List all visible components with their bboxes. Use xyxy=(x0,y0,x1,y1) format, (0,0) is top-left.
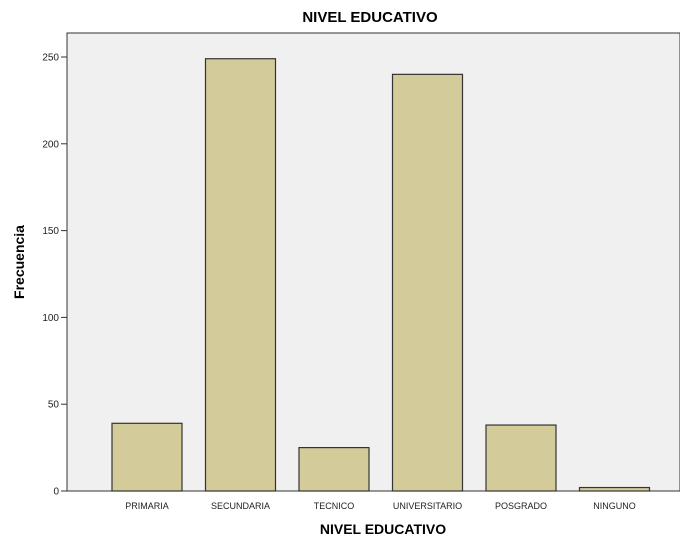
bars xyxy=(111,58,651,492)
x-tick-label: UNIVERSITARIO xyxy=(393,501,462,511)
bar-ninguno xyxy=(578,486,651,492)
y-tick-label: 100 xyxy=(42,313,59,324)
x-tick-label: TECNICO xyxy=(314,501,355,511)
bar-tecnico xyxy=(298,447,370,492)
bar-secundaria xyxy=(204,58,277,492)
y-tick-label: 250 xyxy=(42,53,59,64)
x-tick-label: POSGRADO xyxy=(495,501,547,511)
y-tick-label: 0 xyxy=(53,487,59,498)
y-axis: 0 50 100 150 200 250 xyxy=(42,53,67,498)
chart-title: NIVEL EDUCATIVO xyxy=(302,9,438,26)
bar-primaria xyxy=(111,422,183,492)
x-axis: PRIMARIA SECUNDARIA TECNICO UNIVERSITARIO PO… xyxy=(125,501,636,511)
plot-area xyxy=(66,32,680,492)
x-tick-label: SECUNDARIA xyxy=(211,501,270,511)
y-tick-label: 50 xyxy=(48,400,60,411)
y-tick-label: 200 xyxy=(42,139,59,150)
bar-universitario xyxy=(391,73,464,492)
y-tick-label: 150 xyxy=(42,226,59,237)
x-axis-title: NIVEL EDUCATIVO xyxy=(320,521,446,537)
bar-posgrado xyxy=(485,424,557,492)
x-tick-label: NINGUNO xyxy=(593,501,636,511)
x-tick-label: PRIMARIA xyxy=(125,501,169,511)
y-axis-title: Frecuencia xyxy=(11,225,27,299)
